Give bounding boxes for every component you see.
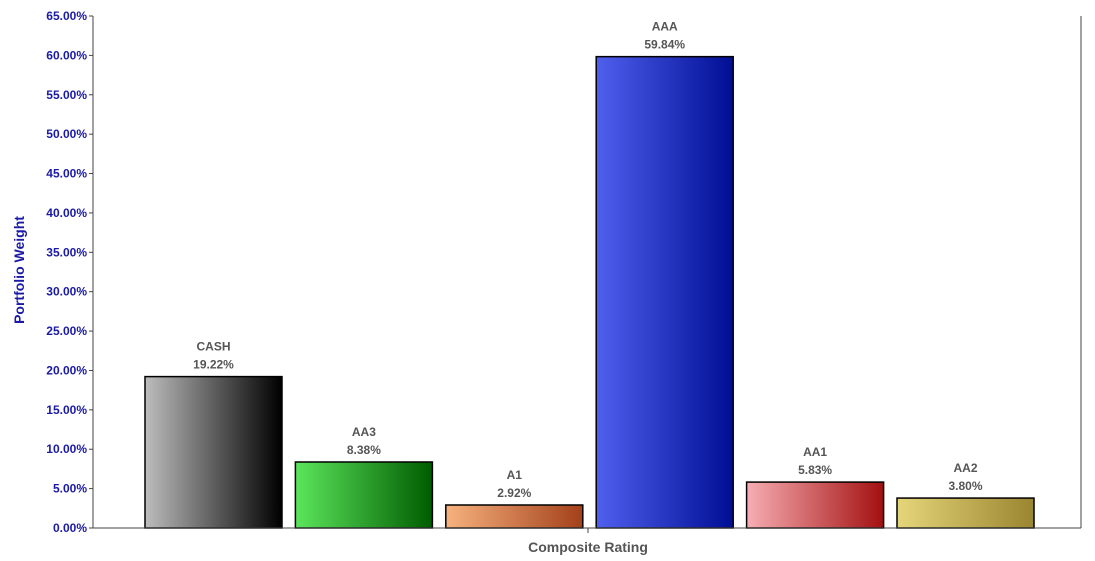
bar-value-label: 8.38% bbox=[347, 443, 381, 457]
y-tick-label: 55.00% bbox=[46, 88, 87, 102]
x-axis-title: Composite Rating bbox=[528, 539, 648, 555]
bar-category-label: A1 bbox=[507, 468, 523, 482]
y-tick-label: 25.00% bbox=[46, 324, 87, 338]
y-axis-title: Portfolio Weight bbox=[11, 216, 27, 324]
bar-value-label: 5.83% bbox=[798, 463, 832, 477]
y-tick-label: 45.00% bbox=[46, 167, 87, 181]
y-tick-label: 5.00% bbox=[53, 482, 87, 496]
bar-value-label: 19.22% bbox=[193, 358, 234, 372]
bar-category-label: AA1 bbox=[803, 445, 827, 459]
bar-category-label: AA3 bbox=[352, 425, 376, 439]
y-tick-label: 10.00% bbox=[46, 442, 87, 456]
bar-value-label: 2.92% bbox=[497, 486, 531, 500]
y-tick-label: 40.00% bbox=[46, 206, 87, 220]
bar-aa3[interactable] bbox=[294, 461, 434, 529]
y-tick-label: 50.00% bbox=[46, 127, 87, 141]
bar-value-label: 59.84% bbox=[644, 38, 685, 52]
y-tick-label: 35.00% bbox=[46, 245, 87, 259]
y-tick-label: 65.00% bbox=[46, 9, 87, 23]
bar-aaa[interactable] bbox=[595, 55, 734, 529]
bar-category-label: CASH bbox=[196, 340, 230, 354]
bar-aa1[interactable] bbox=[745, 481, 885, 529]
y-tick-label: 0.00% bbox=[53, 521, 87, 535]
bar-cash[interactable] bbox=[144, 375, 283, 529]
bar-category-label: AA2 bbox=[953, 461, 977, 475]
bar-aa2[interactable] bbox=[896, 497, 1035, 529]
bar-value-label: 3.80% bbox=[948, 479, 982, 493]
y-tick-label: 20.00% bbox=[46, 363, 87, 377]
bar-category-label: AAA bbox=[652, 20, 678, 34]
y-tick-label: 30.00% bbox=[46, 285, 87, 299]
bars bbox=[144, 55, 1035, 529]
bar-a1[interactable] bbox=[445, 504, 584, 529]
y-tick-label: 60.00% bbox=[46, 48, 87, 62]
y-tick-label: 15.00% bbox=[46, 403, 87, 417]
bar-labels: CASH 19.22% AA3 8.38% A1 2.92% AAA 59.84% AA1 5.8… bbox=[193, 20, 983, 500]
y-axis-ticks: 0.00% 5.00% 10.00% 15.00% 20.00% 25.00% 30.00%… bbox=[46, 9, 93, 535]
